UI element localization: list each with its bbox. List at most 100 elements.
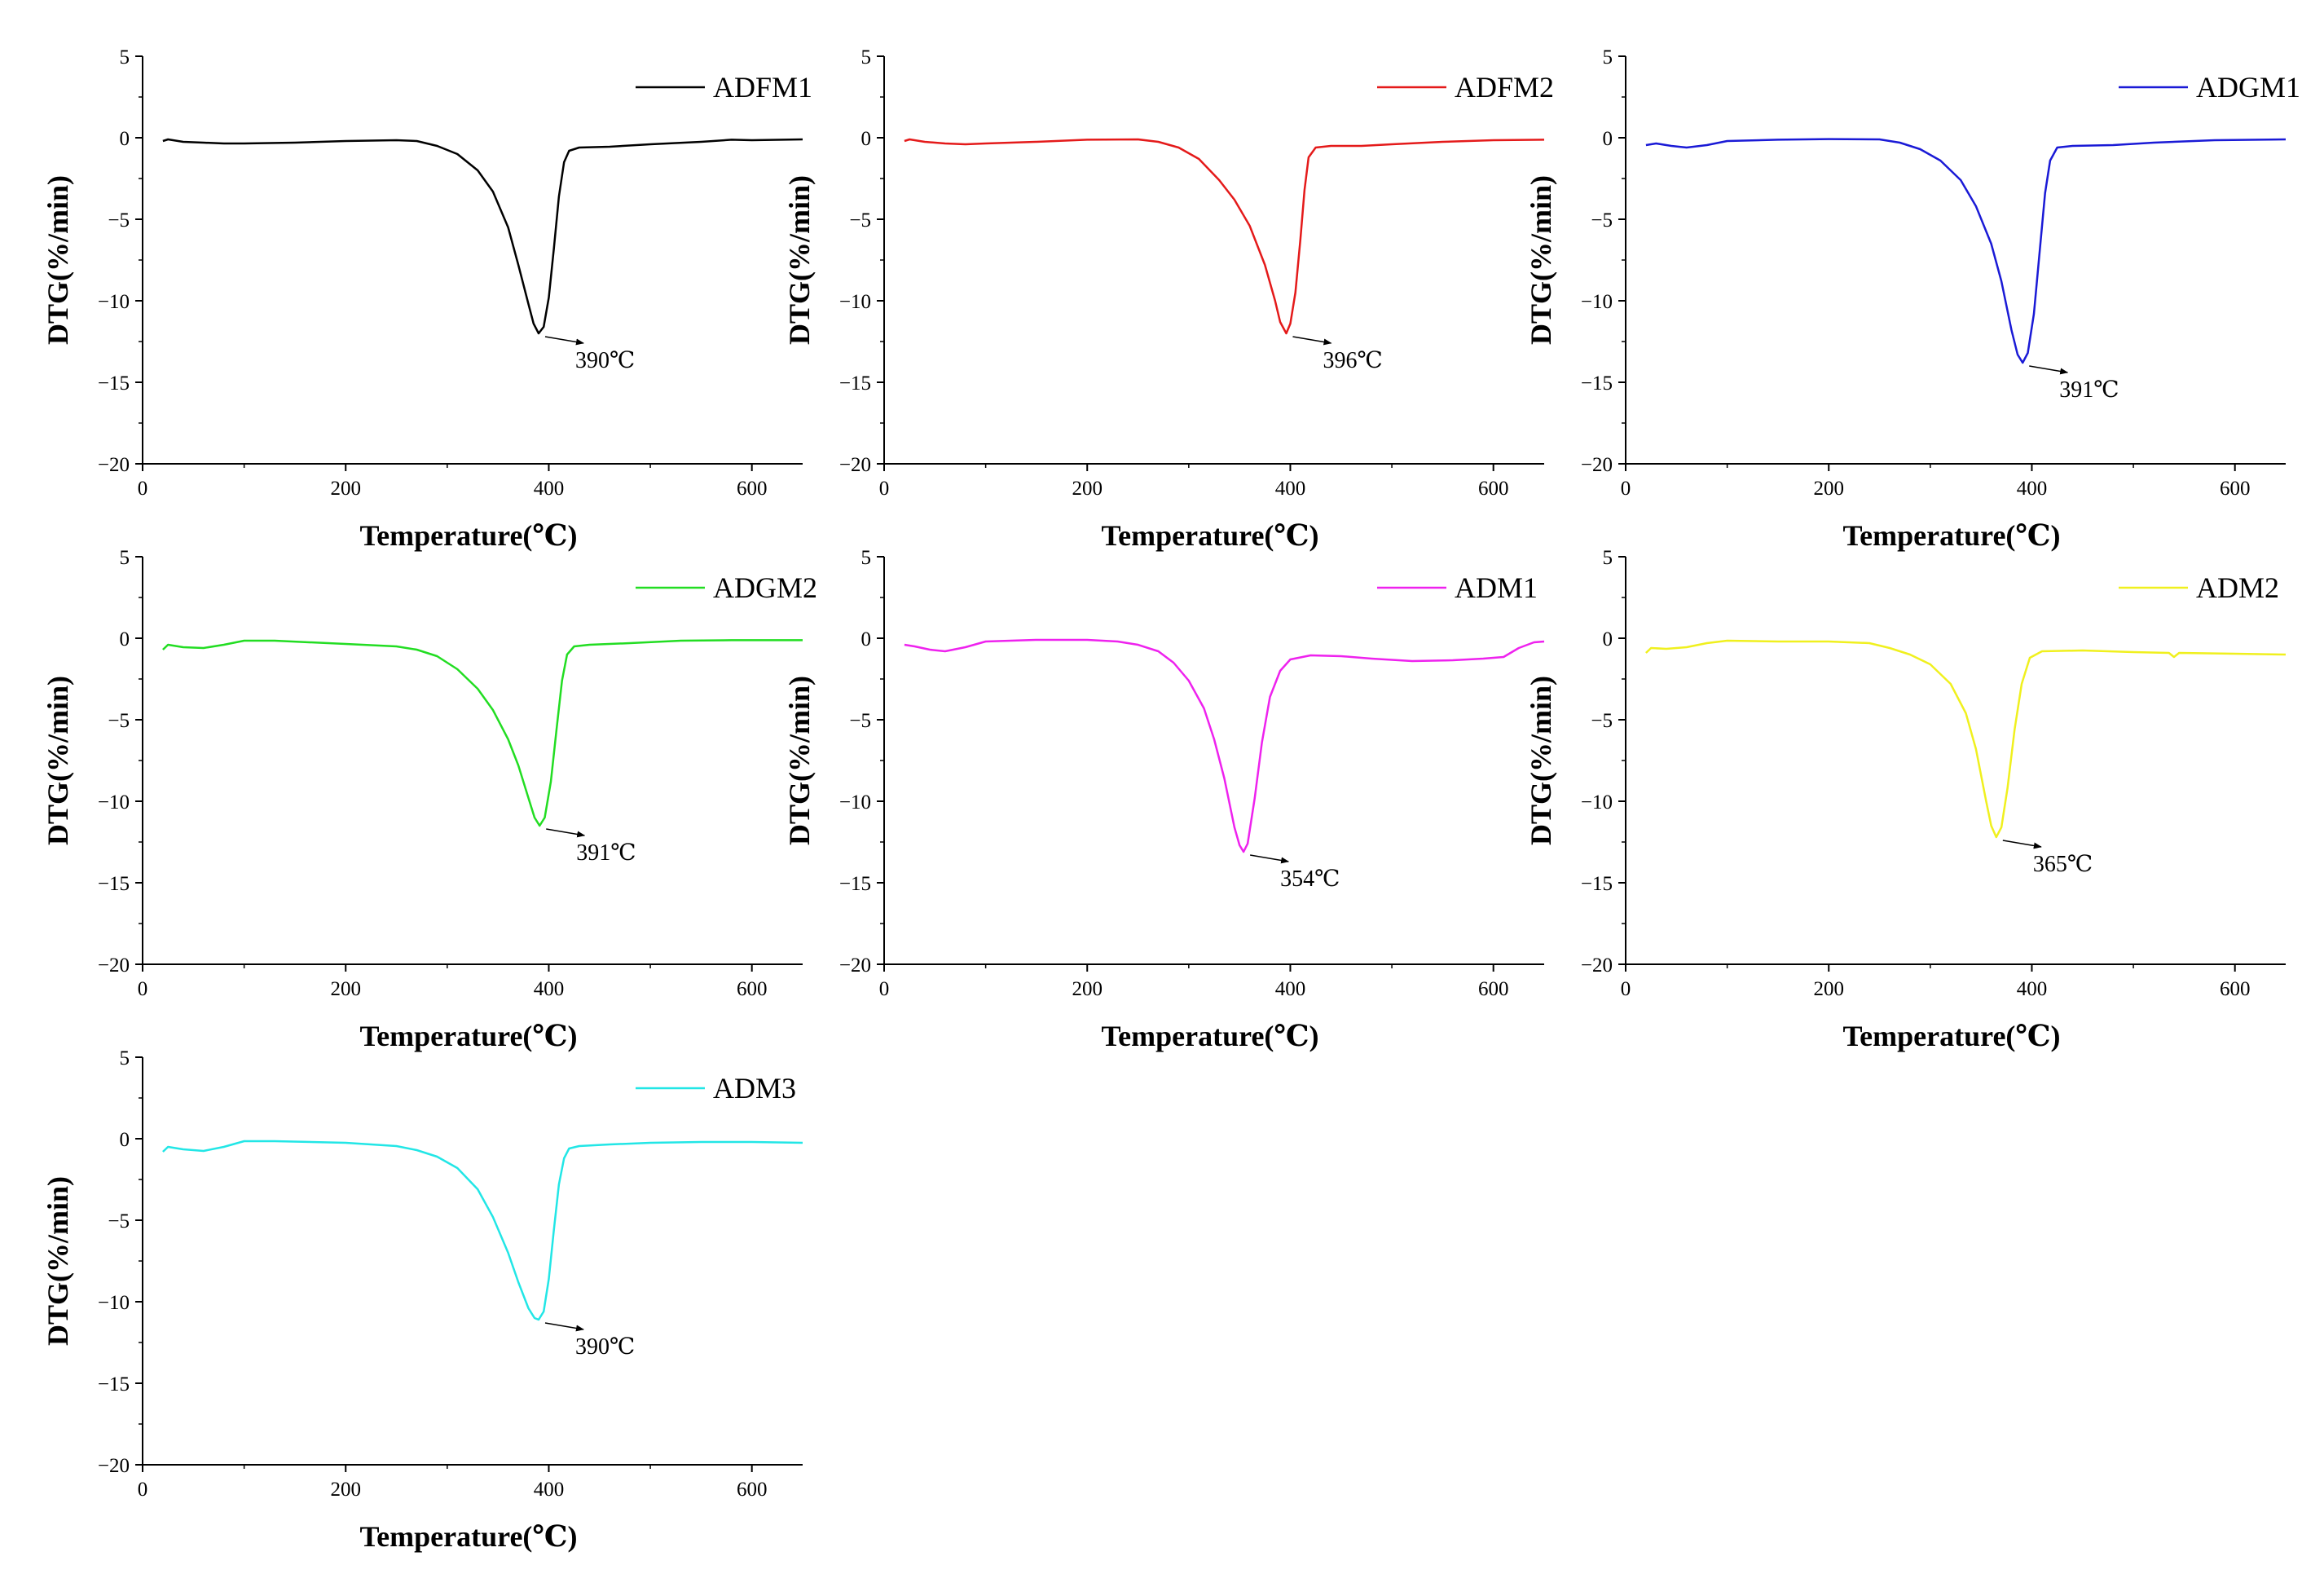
x-tick-label: 600 [1478, 978, 1509, 1000]
x-tick-label: 200 [1072, 978, 1103, 1000]
y-axis-title: DTG(%/min) [42, 175, 74, 345]
chart-panel-adgm1: 5 0 −5 −10 −15 −20 0 200 400 600 Temperature(℃) DTG… [1525, 46, 2300, 552]
y-tick-label: −10 [1581, 791, 1613, 813]
y-tick-label: −20 [1581, 955, 1613, 977]
peak-arrow [1250, 854, 1290, 864]
peak-arrow [546, 828, 586, 838]
y-tick-label: 0 [120, 628, 130, 650]
chart-panel-adm3: 5 0 −5 −10 −15 −20 0 200 400 600 Temperature(℃) DTG… [42, 1047, 803, 1553]
y-tick-label: 5 [120, 1047, 130, 1069]
y-tick-label: −20 [839, 955, 871, 977]
x-tick-label: 0 [138, 478, 148, 500]
y-tick-label: −15 [1581, 873, 1613, 895]
peak-label: 365℃ [2033, 852, 2093, 877]
y-tick-label: −5 [108, 710, 130, 732]
chart-panel-adm1: 5 0 −5 −10 −15 −20 0 200 400 600 Temperature(℃) DTG… [783, 547, 1545, 1052]
x-tick-label: 600 [737, 978, 768, 1000]
x-tick-label: 0 [138, 1479, 148, 1501]
chart-panel-adfm2: 5 0 −5 −10 −15 −20 0 200 400 600 Temperature(℃) DTG… [783, 46, 1554, 552]
x-tick-label: 400 [534, 978, 565, 1000]
y-tick-label: −5 [1591, 710, 1613, 732]
y-tick-label: −20 [1581, 454, 1613, 476]
x-axis-title: Temperature(℃) [359, 1020, 577, 1052]
legend-label: ADFM1 [713, 71, 812, 104]
y-tick-label: −5 [108, 209, 130, 231]
y-tick-label: 5 [861, 547, 872, 569]
y-tick-label: −10 [839, 291, 871, 313]
y-tick-label: −5 [849, 209, 871, 231]
y-tick-label: 5 [861, 46, 872, 68]
y-tick-label: 5 [1603, 547, 1613, 569]
x-tick-label: 200 [330, 1479, 361, 1501]
series-line-adfm1 [162, 138, 803, 335]
x-tick-label: 200 [330, 478, 361, 500]
series-line-adfm2 [904, 138, 1545, 335]
y-tick-label: −20 [98, 955, 130, 977]
x-tick-label: 200 [330, 978, 361, 1000]
legend-label: ADGM2 [713, 571, 817, 604]
peak-arrow [2029, 365, 2069, 375]
y-axis-title: DTG(%/min) [783, 175, 816, 345]
x-axis-title: Temperature(℃) [1842, 519, 2060, 552]
x-axis-title: Temperature(℃) [1101, 1020, 1318, 1052]
x-tick-label: 400 [2017, 478, 2048, 500]
y-tick-label: −5 [1591, 209, 1613, 231]
chart-panel-adgm2: 5 0 −5 −10 −15 −20 0 200 400 600 Temperature(℃) DTG… [42, 547, 817, 1052]
y-tick-label: −15 [839, 373, 871, 395]
y-tick-label: −10 [1581, 291, 1613, 313]
y-tick-label: −15 [98, 373, 130, 395]
x-tick-label: 0 [1621, 978, 1631, 1000]
series-line-adm2 [1645, 639, 2287, 839]
x-tick-label: 0 [879, 978, 890, 1000]
x-tick-label: 200 [1072, 478, 1103, 500]
x-tick-label: 200 [1813, 478, 1844, 500]
y-tick-label: 5 [120, 547, 130, 569]
y-tick-label: −10 [98, 791, 130, 813]
y-tick-label: 0 [1603, 628, 1613, 650]
x-tick-label: 600 [737, 1479, 768, 1501]
x-axis-title: Temperature(℃) [1842, 1020, 2060, 1052]
legend-label: ADM1 [1455, 571, 1538, 604]
peak-arrow [544, 336, 584, 346]
y-tick-label: −5 [108, 1210, 130, 1232]
y-tick-label: −5 [849, 710, 871, 732]
x-tick-label: 0 [1621, 478, 1631, 500]
y-tick-label: −20 [98, 1455, 130, 1477]
chart-panel-adfm1: 5 0 −5 −10 −15 −20 0 200 400 600 Temperature(℃) DTG… [42, 46, 812, 552]
x-tick-label: 200 [1813, 978, 1844, 1000]
x-axis-title: Temperature(℃) [359, 519, 577, 552]
legend-label: ADM3 [713, 1072, 796, 1104]
peak-label: 390℃ [575, 1334, 635, 1360]
y-tick-label: −10 [98, 1292, 130, 1314]
y-tick-label: 0 [861, 628, 872, 650]
series-line-adm1 [904, 638, 1545, 853]
y-tick-label: 0 [861, 128, 872, 150]
y-axis-title: DTG(%/min) [783, 676, 816, 845]
x-axis-title: Temperature(℃) [1101, 519, 1318, 552]
x-tick-label: 400 [1275, 478, 1306, 500]
y-tick-label: 5 [120, 46, 130, 68]
x-tick-label: 0 [879, 478, 890, 500]
y-axis-title: DTG(%/min) [1525, 676, 1557, 845]
x-tick-label: 400 [2017, 978, 2048, 1000]
y-tick-label: −15 [98, 1373, 130, 1395]
peak-label: 391℃ [2059, 377, 2119, 403]
y-tick-label: 5 [1603, 46, 1613, 68]
series-line-adm3 [162, 1140, 803, 1321]
peak-arrow [2002, 840, 2042, 849]
y-tick-label: −20 [98, 454, 130, 476]
y-tick-label: −20 [839, 454, 871, 476]
y-axis-title: DTG(%/min) [42, 676, 74, 845]
x-tick-label: 600 [1478, 478, 1509, 500]
x-tick-label: 600 [2220, 478, 2251, 500]
x-tick-label: 400 [534, 478, 565, 500]
y-tick-label: −15 [98, 873, 130, 895]
peak-arrow [1292, 336, 1332, 346]
peak-label: 390℃ [575, 348, 635, 373]
legend-label: ADGM1 [2196, 71, 2300, 104]
chart-panel-adm2: 5 0 −5 −10 −15 −20 0 200 400 600 Temperature(℃) DTG… [1525, 547, 2287, 1052]
y-tick-label: 0 [120, 1129, 130, 1151]
y-axis-title: DTG(%/min) [1525, 175, 1557, 345]
y-tick-label: −15 [1581, 373, 1613, 395]
